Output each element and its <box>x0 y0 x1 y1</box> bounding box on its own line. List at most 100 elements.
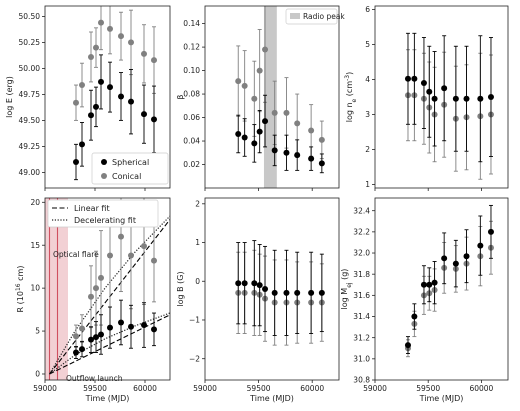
legend-label-linear: Linear fit <box>74 204 110 213</box>
y-axis-label: log B (G) <box>176 271 185 306</box>
y-tick-label: 31.0 <box>353 354 370 363</box>
legend-label-conical: Conical <box>112 172 141 181</box>
x-tick-label: 60000 <box>469 384 493 393</box>
data-point <box>463 253 470 260</box>
y-tick-label: 5 <box>365 40 370 49</box>
data-point <box>411 313 418 320</box>
data-point <box>241 134 248 141</box>
data-point <box>88 336 94 343</box>
y-tick-label: 0 <box>195 277 200 286</box>
y-axis-label: R (1016 cm) <box>15 266 26 313</box>
data-point <box>271 147 278 154</box>
data-point <box>452 95 459 102</box>
data-point <box>107 324 113 331</box>
series-spherical <box>235 94 325 174</box>
y-tick-label: 31.8 <box>353 270 370 279</box>
axes-frame <box>374 197 509 381</box>
plot-area <box>45 198 170 380</box>
data-point <box>141 111 147 118</box>
data-point <box>294 120 301 127</box>
x-tick-label: 59500 <box>83 384 107 393</box>
optical-flare-label: Optical flare <box>53 250 99 259</box>
y-tick-label: 50.50 <box>19 12 41 21</box>
y-tick-label: 49.75 <box>19 90 41 99</box>
y-tick-label: −1 <box>189 316 200 325</box>
data-point <box>411 75 418 82</box>
y-tick-label: 50.00 <box>19 64 41 73</box>
data-point <box>431 279 438 286</box>
data-point <box>262 286 269 292</box>
data-point <box>235 280 242 287</box>
data-point <box>262 118 269 125</box>
data-point <box>308 127 315 134</box>
data-point <box>118 319 124 326</box>
data-point <box>283 109 290 116</box>
data-point <box>241 280 248 287</box>
data-point <box>420 281 427 288</box>
legend-box <box>285 8 338 25</box>
y-tick-label: 0.08 <box>183 90 200 99</box>
legend-swatch-radio-peak <box>290 13 300 19</box>
data-point <box>93 285 99 292</box>
legend-label-decelerating: Decelerating fit <box>74 216 136 225</box>
data-point <box>151 57 157 64</box>
data-point <box>241 82 248 89</box>
data-point <box>487 228 494 235</box>
data-point <box>431 95 438 102</box>
y-tick-label: 0.06 <box>183 113 200 122</box>
data-point <box>93 44 99 51</box>
legend: Spherical Conical <box>91 152 169 185</box>
data-point <box>98 78 104 85</box>
data-point <box>128 39 134 46</box>
data-point <box>107 252 113 259</box>
axes-frame <box>44 5 171 189</box>
data-point <box>283 149 290 156</box>
data-point <box>73 333 79 340</box>
legend-label-spherical: Spherical <box>112 158 149 167</box>
data-point <box>93 334 99 341</box>
y-tick-label: 0.12 <box>183 43 200 52</box>
data-point <box>73 99 79 106</box>
legend-box <box>47 199 159 228</box>
plot-area <box>404 32 494 180</box>
data-point <box>404 75 411 82</box>
x-tick-label: 60000 <box>133 384 157 393</box>
y-tick-label: 50.25 <box>19 38 41 47</box>
data-point <box>318 160 325 167</box>
legend-label-radio-peak: Radio peak <box>303 12 345 21</box>
y-tick-label: 0 <box>35 370 40 379</box>
data-point <box>251 280 258 287</box>
data-point <box>235 130 242 137</box>
data-point <box>441 85 448 92</box>
data-point <box>294 289 301 296</box>
decelerating-fit-line <box>48 215 170 375</box>
series-spherical <box>73 299 157 359</box>
y-tick-label: 49.25 <box>19 142 41 151</box>
data-point <box>251 95 258 102</box>
y-tick-label: −2 <box>189 354 200 363</box>
legend-marker-conical <box>101 173 107 179</box>
panel-bottom-right: 30.8 31.0 31.2 31.4 31.6 31.8 32.0 32.2 32.4 5900… <box>353 197 509 403</box>
data-point <box>283 289 290 296</box>
y-tick-label: 31.6 <box>353 291 370 300</box>
x-axis-label: Time (MJD) <box>249 394 294 403</box>
y-axis-label: log Mej (g) <box>340 269 353 310</box>
data-point <box>79 325 85 332</box>
data-point <box>251 140 258 147</box>
y-tick-label: 0.14 <box>183 19 200 28</box>
series-conical <box>73 6 157 121</box>
data-point <box>79 346 85 353</box>
y-tick-label: 3 <box>365 110 370 119</box>
data-point <box>88 53 94 60</box>
series-spherical <box>235 240 325 336</box>
data-point <box>98 331 104 338</box>
y-tick-label: 6 <box>365 5 370 14</box>
plot-area <box>235 6 325 188</box>
data-point <box>441 255 448 262</box>
data-point <box>107 25 113 32</box>
data-point <box>118 93 124 100</box>
data-point <box>308 289 315 296</box>
y-tick-label: 1 <box>195 238 200 247</box>
data-point <box>308 155 315 162</box>
